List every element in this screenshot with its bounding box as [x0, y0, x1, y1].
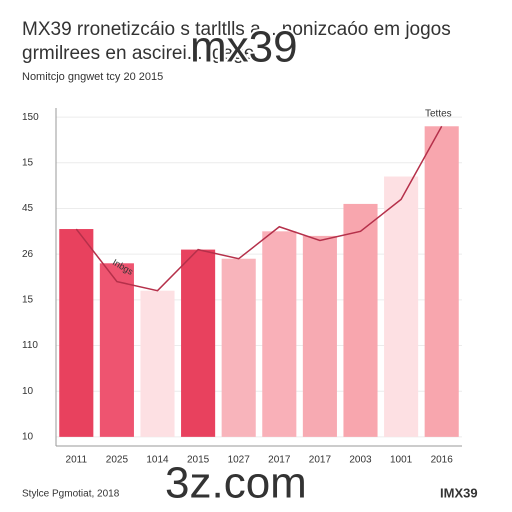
watermark: mx39 — [190, 23, 298, 72]
subtitle: Nomitcjo gngwet tcy 20 2015 — [22, 71, 163, 83]
bar — [302, 235, 337, 437]
watermark-bottom: 3z.com — [165, 459, 307, 508]
bar — [181, 249, 216, 437]
x-tick-label: 1014 — [146, 455, 169, 466]
x-tick-label: 1027 — [228, 455, 251, 466]
x-tick-label: 2016 — [431, 455, 454, 466]
chart-title: MX39 rronetizcáio s tarltlls a ...nonizc… — [22, 19, 451, 40]
x-tick-label: 2003 — [349, 455, 372, 466]
source: Stylce Pgmotiat, 2018 — [22, 489, 120, 500]
y-tick-label: 10 — [22, 386, 34, 397]
x-tick-label: 2015 — [187, 455, 210, 466]
bar — [99, 263, 134, 437]
bar — [343, 203, 378, 437]
bar — [221, 258, 256, 437]
y-tick-label: 110 — [22, 340, 38, 351]
annotation: Tettes — [425, 109, 452, 120]
y-tick-label: 26 — [22, 249, 34, 260]
bar — [384, 176, 419, 437]
y-tick-label: 15 — [22, 294, 34, 305]
x-tick-label: 2017 — [268, 455, 291, 466]
x-tick-label: 2011 — [66, 455, 88, 466]
bar — [59, 229, 94, 437]
x-tick-label: 2017 — [309, 455, 332, 466]
x-tick-label: 2025 — [106, 455, 129, 466]
brand: IMX39 — [440, 485, 478, 500]
y-tick-label: 150 — [22, 112, 39, 123]
y-tick-label: 45 — [22, 203, 34, 214]
bar — [424, 126, 459, 437]
trend-line — [75, 125, 443, 292]
x-tick-label: 1001 — [390, 455, 413, 466]
y-tick-label: 15 — [22, 157, 34, 168]
bar — [262, 231, 297, 437]
chart-title-line2: grmilrees en ascirei... igage — [22, 43, 254, 64]
bar — [140, 290, 175, 437]
y-tick-label: 10 — [22, 432, 34, 443]
